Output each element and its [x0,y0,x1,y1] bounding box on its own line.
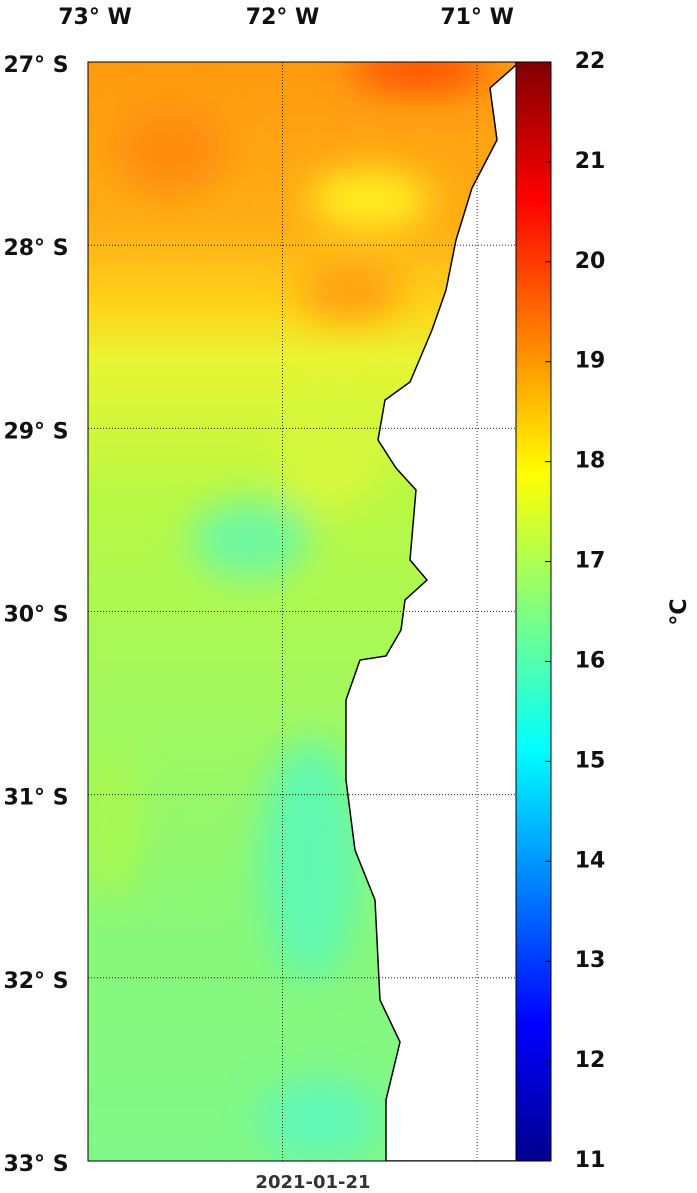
lat-tick-label: 31° S [3,786,68,811]
lon-tick-label: 72° W [246,5,320,30]
colorbar-tick-label: 20 [575,249,606,274]
lat-tick-label: 27° S [3,53,68,78]
lon-tick-label: 71° W [440,5,514,30]
lat-tick-label: 29° S [3,419,68,444]
lat-tick-label: 30° S [3,603,68,628]
colorbar-tick-label: 17 [575,549,606,574]
colorbar-label: °C [667,598,692,625]
colorbar [515,61,552,1162]
colorbar-tick-label: 16 [575,648,606,673]
lat-tick-label: 32° S [3,969,68,994]
date: 2021-01-21 [255,1172,370,1193]
colorbar-tick-label: 18 [575,449,606,474]
colorbar-tick-label: 11 [575,1148,606,1173]
colorbar-tick-label: 15 [575,748,606,773]
colorbar-tick-label: 21 [575,149,606,174]
colorbar-tick-label: 13 [575,948,606,973]
land [345,62,516,1161]
lon-tick-label: 73° W [58,5,132,30]
colorbar-tick-label: 12 [575,1048,606,1073]
colorbar-tick-label: 22 [575,49,606,74]
lat-tick-label: 33° S [3,1152,68,1177]
colorbar-tick-label: 14 [575,848,606,873]
colorbar-tick-label: 19 [575,349,606,374]
lat-tick-label: 28° S [3,236,68,261]
